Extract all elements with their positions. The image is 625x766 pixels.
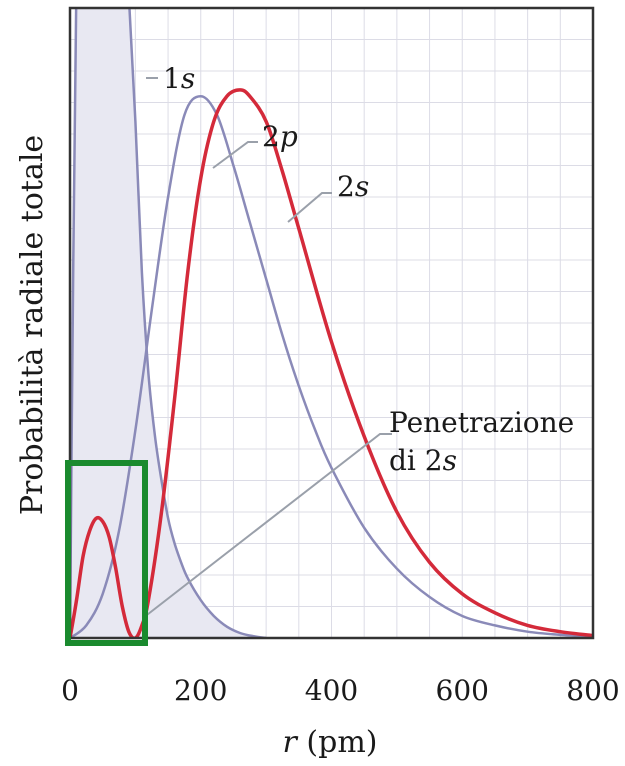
series-lines: [70, 8, 593, 638]
plot-frame: [68, 6, 595, 640]
series-2p-line: [70, 94, 593, 638]
x-axis-title: r (pm): [283, 725, 378, 760]
1s-shaded-area: [70, 8, 267, 638]
y-axis-title: Probabilità radiale totale: [15, 135, 50, 515]
label-penetration-line2: di 2s: [389, 444, 457, 477]
x-tick-labels: 0 200 400 600 800: [61, 674, 620, 707]
annotation-leaders: [142, 77, 392, 619]
penetration-highlight-box: [65, 460, 148, 646]
series-1s-area: [70, 8, 267, 638]
label-2s: 2s: [337, 170, 369, 203]
grid: [70, 8, 593, 638]
label-1s: 1s: [163, 62, 195, 95]
series-2s-line: [70, 88, 593, 638]
leader-2p: [212, 141, 258, 169]
x-tick-label: 0: [61, 674, 79, 707]
label-2p: 2p: [262, 120, 298, 153]
leader-2s: [287, 192, 332, 223]
x-tick-label: 800: [566, 674, 619, 707]
series-1s-line: [70, 8, 267, 638]
label-penetration-line1: Penetrazione: [389, 406, 574, 439]
leader-penetration: [142, 433, 392, 619]
x-tick-label: 200: [174, 674, 227, 707]
x-tick-label: 600: [436, 674, 489, 707]
x-tick-label: 400: [305, 674, 358, 707]
